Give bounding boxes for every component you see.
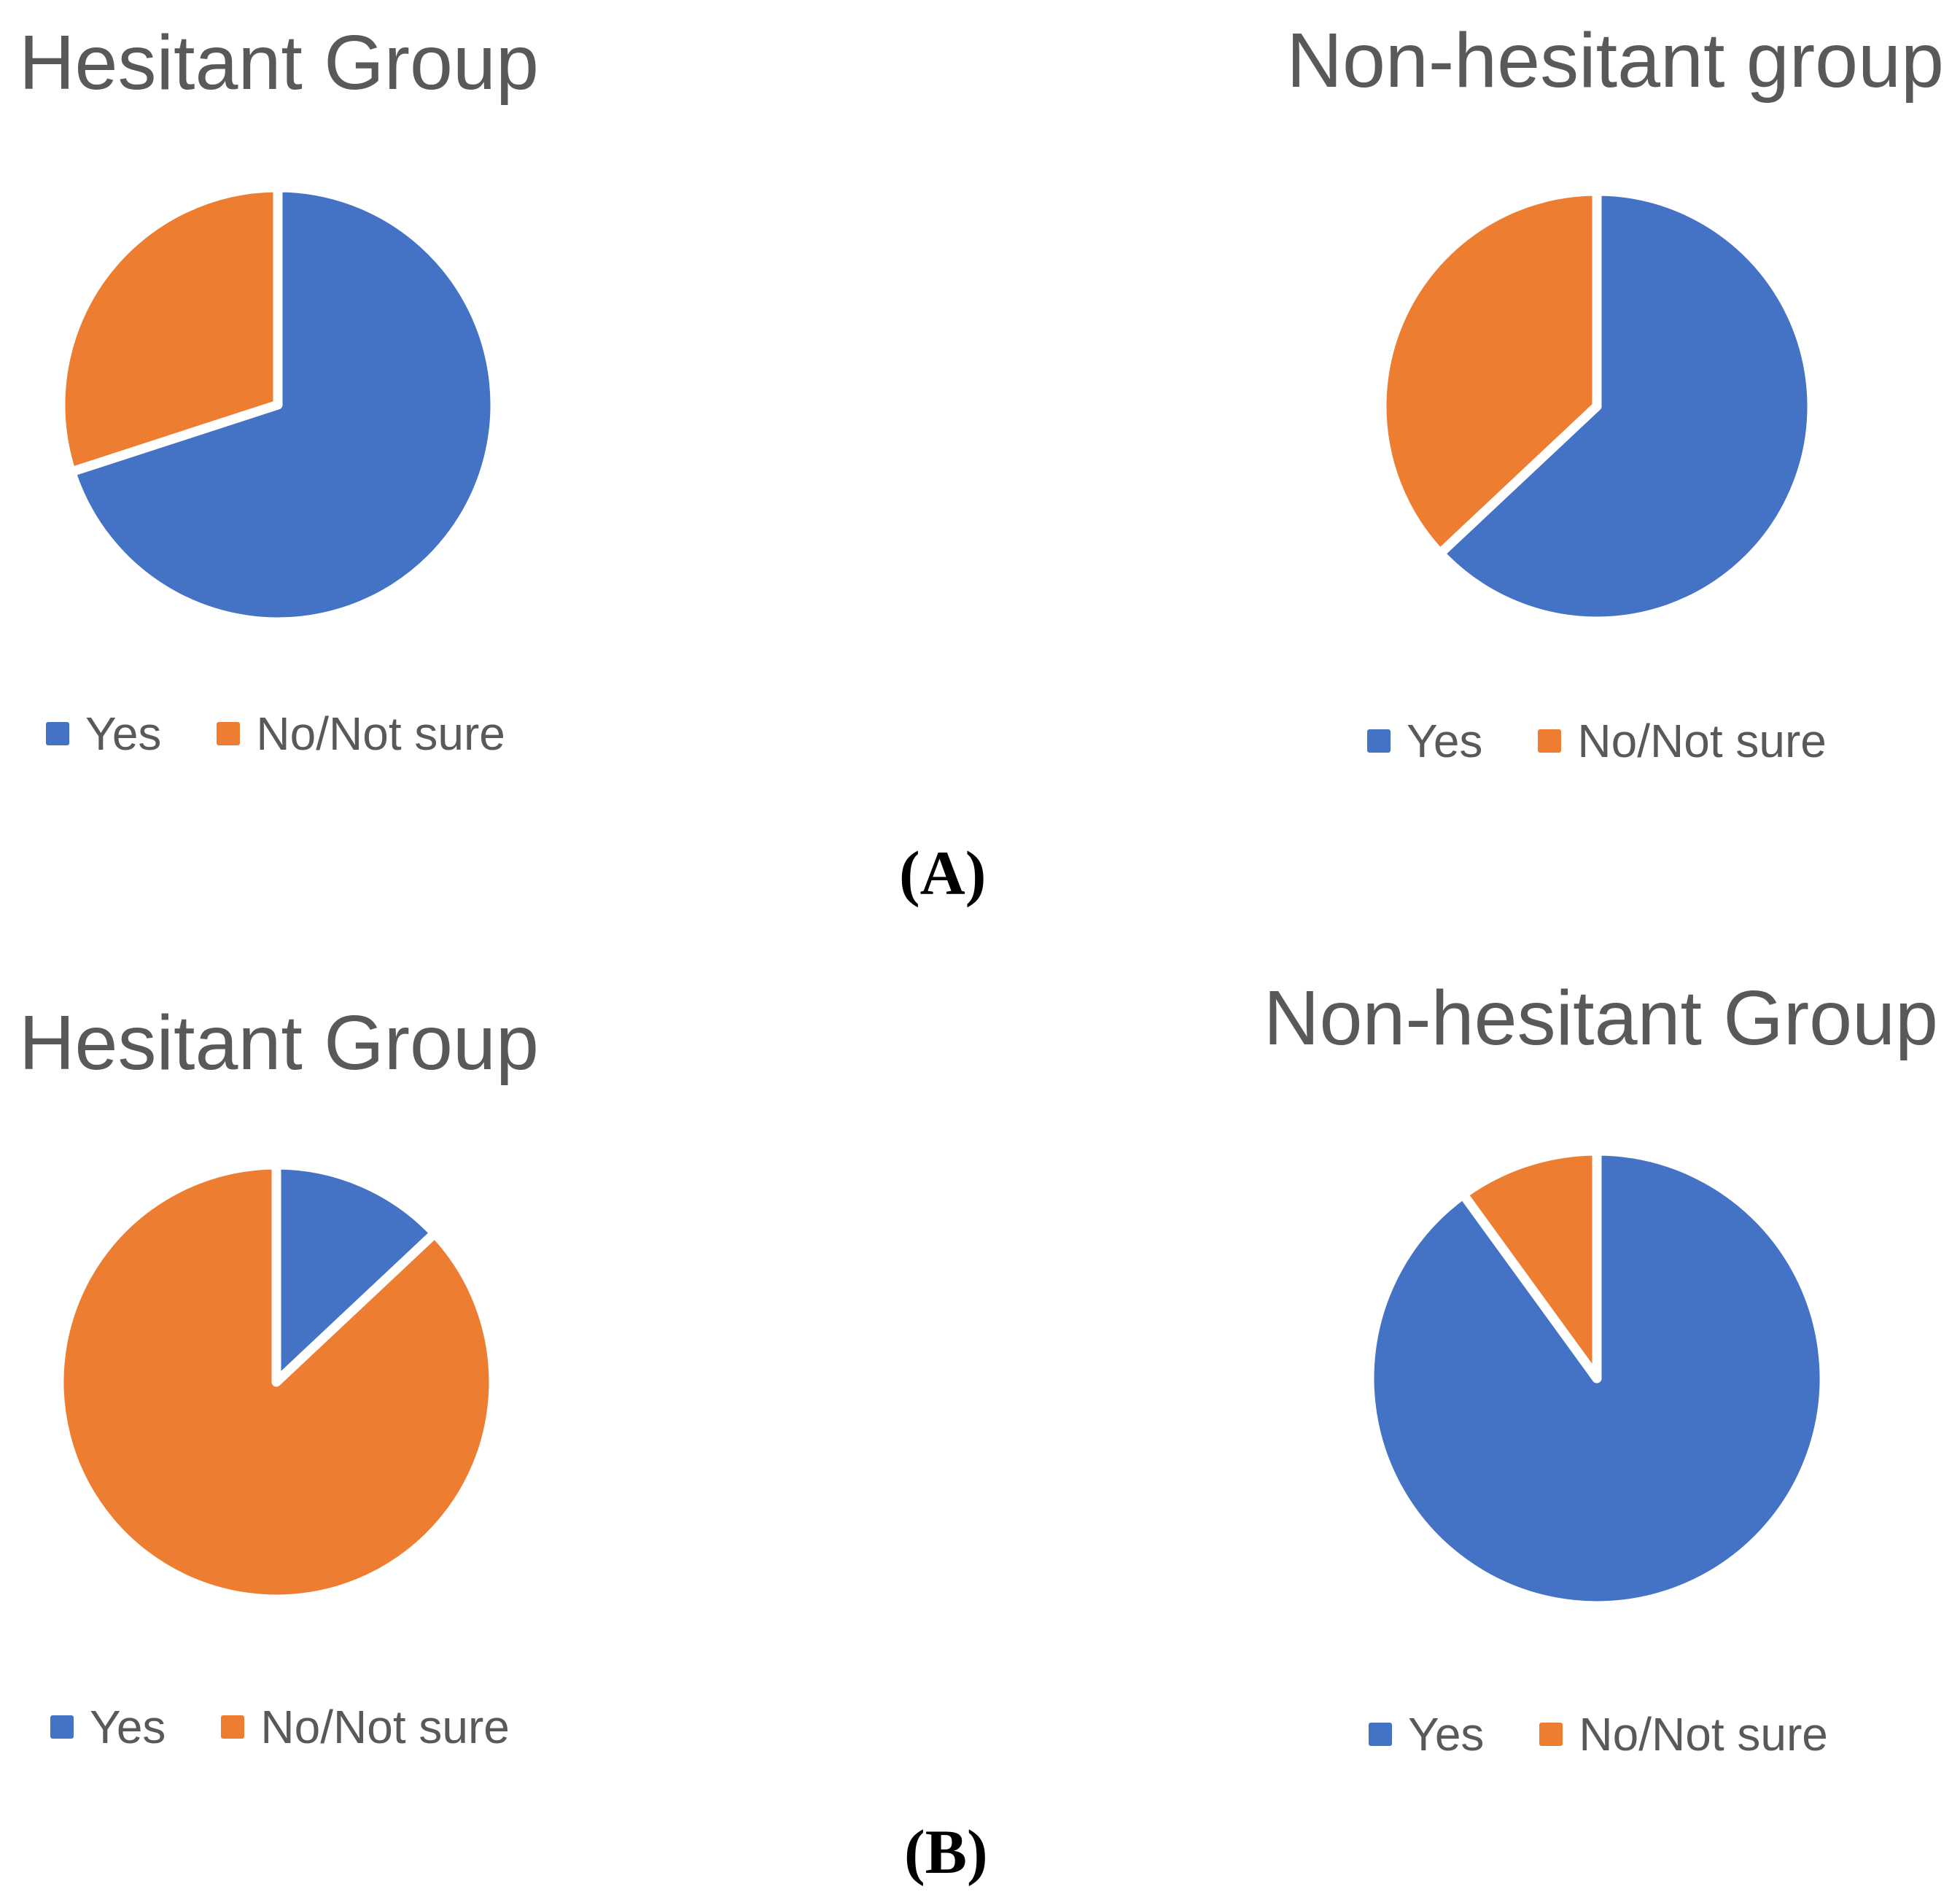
chart-title: Hesitant Group [19, 20, 539, 106]
legend-item-no-not-sure: No/Not sure [217, 710, 505, 757]
legend-label-yes: Yes [1408, 1708, 1485, 1761]
chart-title: Non-hesitant Group [1263, 975, 1938, 1061]
chart-legend: Yes No/Not sure [50, 1704, 510, 1750]
legend-swatch-no-not-sure [221, 1715, 245, 1739]
legend-swatch-no-not-sure [1538, 729, 1562, 753]
legend-label-yes: Yes [85, 707, 162, 760]
pie-chart [1377, 186, 1817, 626]
legend-label-no-not-sure: No/Not sure [260, 1701, 510, 1753]
legend-swatch-yes [50, 1715, 74, 1739]
legend-item-yes: Yes [50, 1704, 166, 1750]
chart-title: Hesitant Group [19, 1000, 539, 1086]
legend-label-no-not-sure: No/Not sure [1579, 1708, 1828, 1761]
pie-slice-no-not-sure [1458, 1146, 1602, 1383]
chart-legend: Yes No/Not sure [1367, 718, 1827, 764]
pie-slice-no-not-sure [1377, 186, 1602, 559]
legend-swatch-yes [1369, 1723, 1392, 1746]
legend-item-no-not-sure: No/Not sure [1538, 715, 1827, 767]
pie-slice-no-not-sure [55, 182, 283, 477]
legend-item-yes: Yes [1367, 718, 1482, 764]
legend-swatch-no-not-sure [217, 722, 241, 745]
panel-label-b: (B) [904, 1817, 988, 1887]
legend-swatch-yes [1367, 729, 1391, 753]
legend-label-yes: Yes [1407, 715, 1483, 767]
pie-chart [1364, 1146, 1829, 1611]
legend-item-yes: Yes [46, 710, 161, 757]
legend-label-no-not-sure: No/Not sure [256, 707, 505, 760]
legend-swatch-yes [46, 722, 69, 745]
pie-slice-no-not-sure [54, 1160, 499, 1604]
legend-item-yes: Yes [1369, 1711, 1484, 1758]
pie-slice-yes [66, 182, 500, 627]
chart-legend: Yes No/Not sure [46, 710, 505, 757]
chart-legend: Yes No/Not sure [1369, 1711, 1828, 1758]
pie-slice-yes [1435, 186, 1817, 626]
chart-title: Non-hesitant group [1286, 18, 1944, 104]
pie-chart [54, 1160, 499, 1604]
panel-label-a: (A) [899, 838, 987, 908]
pie-chart [55, 182, 500, 627]
legend-label-yes: Yes [90, 1701, 166, 1753]
pie-slice-yes [271, 1160, 440, 1387]
legend-item-no-not-sure: No/Not sure [1539, 1708, 1828, 1761]
legend-item-no-not-sure: No/Not sure [221, 1701, 510, 1753]
legend-swatch-no-not-sure [1539, 1723, 1563, 1746]
legend-label-no-not-sure: No/Not sure [1577, 715, 1827, 767]
